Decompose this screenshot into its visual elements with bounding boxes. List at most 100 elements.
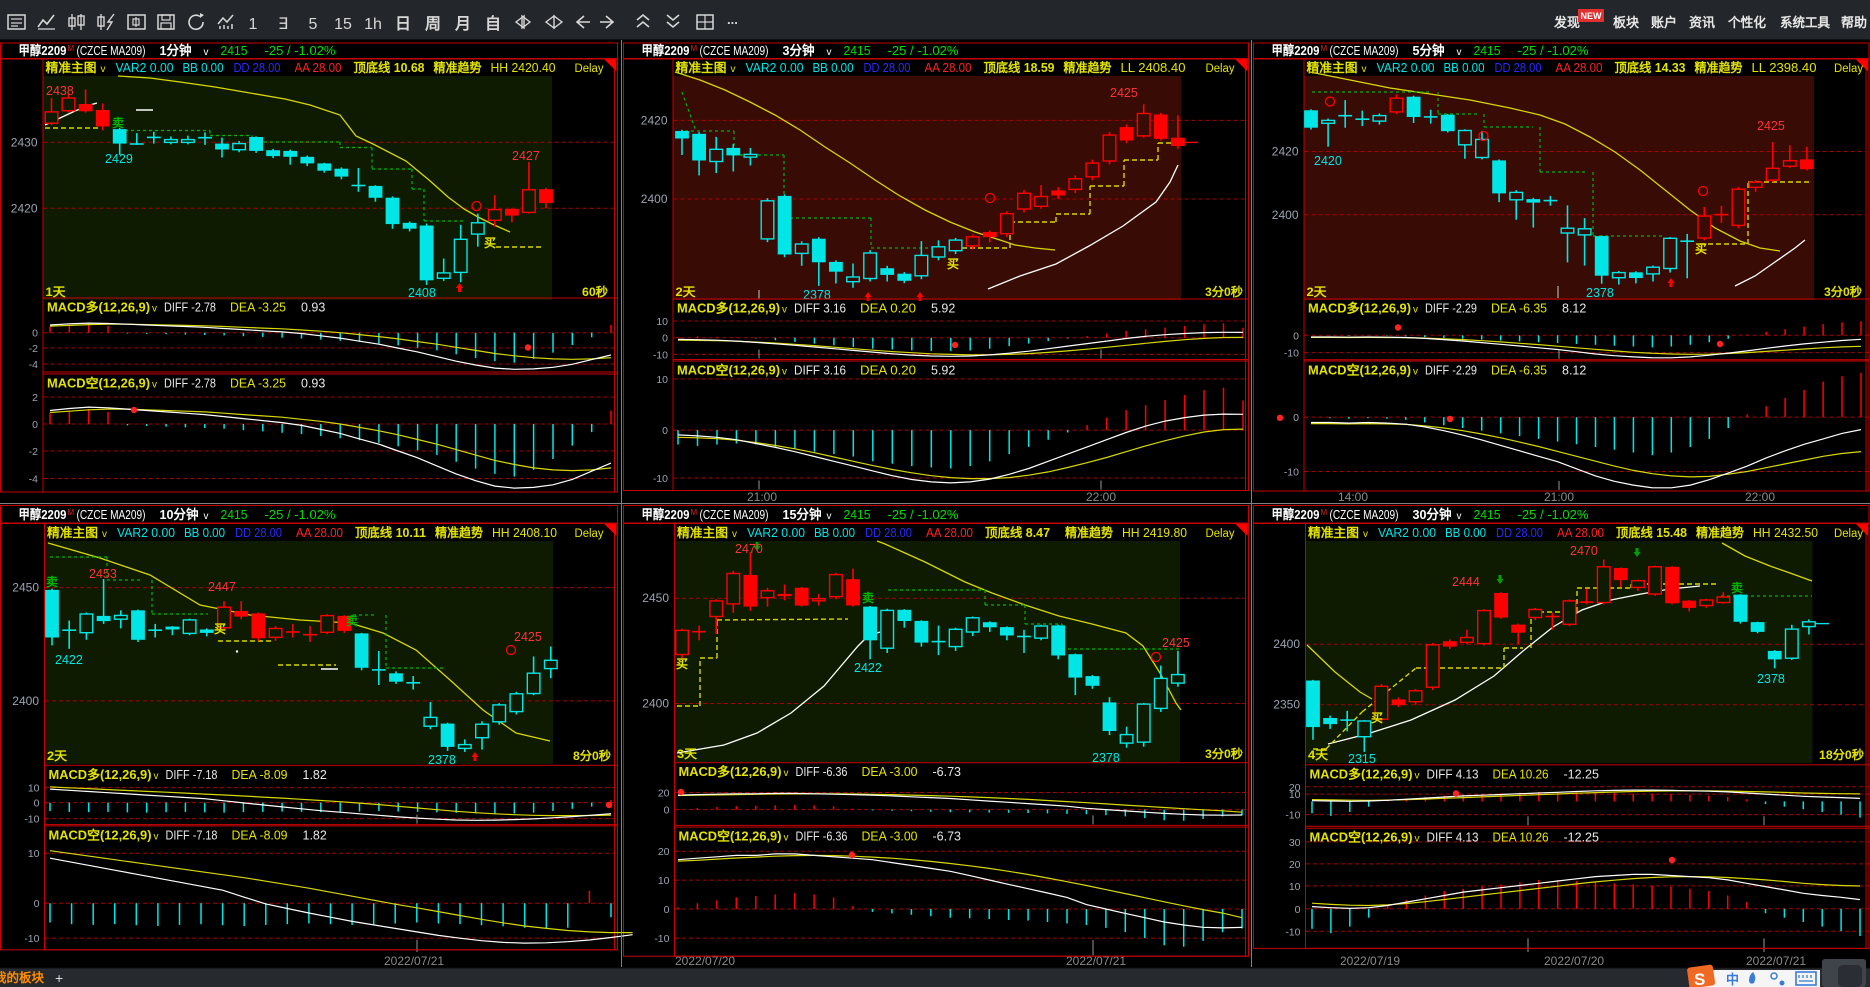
- svg-text:v: v: [827, 511, 832, 522]
- svg-text:-10: -10: [654, 933, 669, 945]
- svg-text:卖: 卖: [112, 115, 124, 130]
- svg-text:M: M: [68, 44, 75, 53]
- svg-text:5分钟: 5分钟: [1413, 43, 1445, 58]
- svg-text:10分钟: 10分钟: [160, 507, 199, 522]
- svg-text:DD 28.00: DD 28.00: [865, 526, 912, 540]
- svg-text:1.82: 1.82: [303, 768, 327, 782]
- svg-text:周: 周: [425, 15, 441, 33]
- svg-text:0: 0: [32, 328, 38, 340]
- svg-text:MACD多(12,26,9): MACD多(12,26,9): [677, 301, 780, 316]
- svg-text:15: 15: [334, 16, 352, 33]
- svg-text:-4: -4: [29, 359, 38, 371]
- svg-text:VAR2 0.00: VAR2 0.00: [116, 61, 174, 75]
- svg-text:2425: 2425: [514, 630, 542, 644]
- svg-text:甲醇2209: 甲醇2209: [642, 507, 690, 522]
- svg-text:2天: 2天: [676, 285, 697, 299]
- svg-text:买: 买: [947, 257, 959, 271]
- svg-text:0: 0: [1293, 330, 1299, 342]
- svg-text:0: 0: [1295, 904, 1301, 916]
- svg-text:2444: 2444: [1452, 575, 1480, 589]
- svg-text:3天: 3天: [677, 747, 698, 761]
- svg-text:3分0秒: 3分0秒: [1205, 746, 1243, 761]
- svg-text:2450: 2450: [12, 581, 39, 595]
- svg-text:-10: -10: [1285, 926, 1300, 938]
- svg-text:顶底线 8.47: 顶底线 8.47: [985, 525, 1050, 540]
- svg-text:买: 买: [484, 236, 496, 250]
- svg-text:-25 / -1.02%: -25 / -1.02%: [888, 43, 959, 58]
- svg-text:顶底线 18.59: 顶底线 18.59: [984, 60, 1055, 75]
- svg-text:...: ...: [727, 12, 738, 27]
- svg-text:8分0秒: 8分0秒: [573, 748, 611, 763]
- svg-text:5.92: 5.92: [931, 364, 955, 378]
- svg-text:M: M: [1321, 508, 1328, 517]
- svg-text:v: v: [1413, 305, 1418, 316]
- svg-text:30: 30: [1289, 837, 1301, 849]
- svg-text:MACD空(12,26,9): MACD空(12,26,9): [49, 827, 152, 842]
- svg-text:MACD多(12,26,9): MACD多(12,26,9): [679, 764, 782, 779]
- svg-text:S: S: [1694, 970, 1705, 987]
- svg-text:MACD空(12,26,9): MACD空(12,26,9): [1308, 363, 1411, 378]
- svg-text:M: M: [68, 508, 75, 517]
- svg-text:精准趋势: 精准趋势: [435, 525, 483, 540]
- svg-text:0: 0: [664, 904, 670, 916]
- svg-text:账户: 账户: [1651, 15, 1677, 30]
- svg-text:3分0秒: 3分0秒: [1205, 284, 1243, 299]
- svg-text:-10: -10: [1285, 810, 1300, 822]
- svg-text:+: +: [55, 970, 63, 986]
- svg-text:AA 28.00: AA 28.00: [1556, 61, 1603, 75]
- svg-text:买: 买: [676, 657, 688, 671]
- svg-text:0: 0: [662, 425, 668, 437]
- svg-text:MACD空(12,26,9): MACD空(12,26,9): [47, 376, 150, 391]
- svg-text:2450: 2450: [642, 591, 669, 605]
- svg-text:板块: 板块: [1613, 15, 1640, 30]
- svg-text:DIFF 3.16: DIFF 3.16: [794, 364, 846, 378]
- svg-text:-10: -10: [1284, 467, 1299, 479]
- svg-text:8.12: 8.12: [1562, 364, 1586, 378]
- svg-text:2438: 2438: [46, 84, 74, 98]
- svg-text:DIFF -7.18: DIFF -7.18: [166, 828, 218, 842]
- svg-text:(CZCE MA209): (CZCE MA209): [1330, 508, 1399, 522]
- svg-text:2315: 2315: [1348, 752, 1376, 766]
- svg-text:-10: -10: [24, 933, 39, 945]
- svg-text:v: v: [1415, 834, 1420, 845]
- svg-text:DIFF -2.78: DIFF -2.78: [164, 377, 216, 391]
- svg-text:10: 10: [1289, 789, 1301, 801]
- svg-text:BB 0.00: BB 0.00: [183, 61, 224, 75]
- svg-text:精准趋势: 精准趋势: [1065, 525, 1113, 540]
- svg-text:4天: 4天: [1308, 748, 1329, 762]
- svg-text:2430: 2430: [11, 135, 38, 149]
- svg-text:精准主图: 精准主图: [47, 525, 98, 540]
- svg-text:-6.73: -6.73: [933, 830, 962, 844]
- svg-text:2022/07/20: 2022/07/20: [675, 954, 735, 968]
- svg-text:2422: 2422: [854, 661, 882, 675]
- svg-text:DIFF -2.29: DIFF -2.29: [1425, 302, 1477, 316]
- svg-text:v: v: [784, 833, 789, 844]
- svg-text:-12.25: -12.25: [1564, 767, 1599, 781]
- svg-text:卖: 卖: [346, 613, 358, 628]
- svg-text:MACD多(12,26,9): MACD多(12,26,9): [1310, 766, 1413, 781]
- svg-text:MACD空(12,26,9): MACD空(12,26,9): [677, 363, 780, 378]
- svg-text:-25 / -1.02%: -25 / -1.02%: [888, 507, 959, 522]
- svg-text:-25 / -1.02%: -25 / -1.02%: [1518, 43, 1589, 58]
- svg-text:Delay: Delay: [1206, 528, 1235, 540]
- svg-text:买: 买: [1695, 242, 1707, 256]
- svg-text:AA 28.00: AA 28.00: [925, 61, 972, 75]
- svg-text:v: v: [1413, 367, 1418, 378]
- svg-text:2天: 2天: [1307, 285, 1328, 299]
- svg-text:VAR2 0.00: VAR2 0.00: [117, 526, 175, 540]
- svg-text:BB 0.00: BB 0.00: [1445, 526, 1486, 540]
- svg-text:BB 0.00: BB 0.00: [814, 526, 855, 540]
- svg-text:1.82: 1.82: [303, 828, 327, 842]
- svg-text:v: v: [1415, 770, 1420, 781]
- svg-text:MACD多(12,26,9): MACD多(12,26,9): [49, 767, 152, 782]
- svg-text:M: M: [1321, 44, 1328, 53]
- svg-text:(CZCE MA209): (CZCE MA209): [77, 44, 146, 58]
- svg-text:顶底线 10.11: 顶底线 10.11: [355, 525, 426, 540]
- svg-text:2022/07/21: 2022/07/21: [1746, 954, 1806, 968]
- svg-text:v: v: [731, 64, 736, 75]
- svg-text:v: v: [152, 304, 157, 315]
- svg-text:60秒: 60秒: [582, 284, 608, 299]
- svg-text:系统工具: 系统工具: [1780, 15, 1830, 30]
- svg-text:-10: -10: [1284, 348, 1299, 360]
- svg-text:2425: 2425: [1110, 86, 1138, 100]
